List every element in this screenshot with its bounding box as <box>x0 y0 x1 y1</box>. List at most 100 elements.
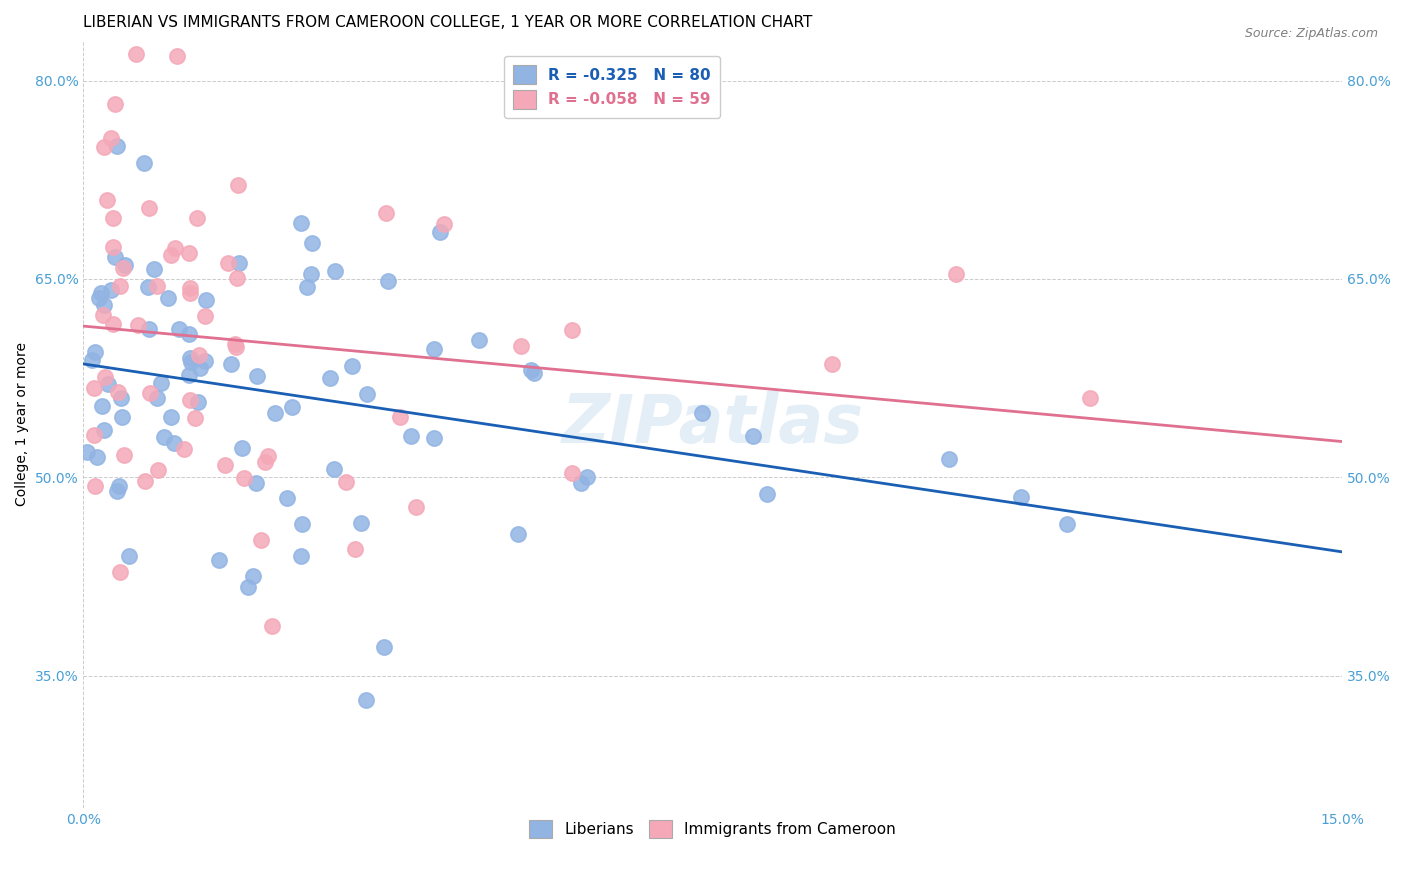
Point <box>188 360 211 375</box>
Point <box>111 409 134 424</box>
Point <box>295 280 318 294</box>
Point <box>228 256 250 270</box>
Point <box>153 430 176 444</box>
Point <box>89 291 111 305</box>
Point <box>93 298 115 312</box>
Legend: Liberians, Immigrants from Cameroon: Liberians, Immigrants from Cameroon <box>522 813 904 847</box>
Point <box>467 333 489 347</box>
Point <box>429 225 451 239</box>
Point <box>118 549 141 563</box>
Point <box>90 286 112 301</box>
Point <box>187 395 209 409</box>
Text: LIBERIAN VS IMMIGRANTS FROM CAMEROON COLLEGE, 1 YEAR OR MORE CORRELATION CHART: LIBERIAN VS IMMIGRANTS FROM CAMEROON COL… <box>83 15 813 30</box>
Point <box>187 348 209 362</box>
Point <box>134 475 156 489</box>
Point <box>742 428 765 442</box>
Point <box>101 211 124 225</box>
Point <box>163 241 186 255</box>
Point <box>91 308 114 322</box>
Point <box>83 381 105 395</box>
Point <box>433 217 456 231</box>
Point <box>100 283 122 297</box>
Point <box>83 428 105 442</box>
Point <box>233 471 256 485</box>
Point <box>107 478 129 492</box>
Point <box>96 193 118 207</box>
Point <box>134 155 156 169</box>
Point <box>343 541 366 556</box>
Point <box>756 487 779 501</box>
Point <box>690 406 713 420</box>
Point <box>245 475 267 490</box>
Point <box>86 450 108 465</box>
Point <box>356 693 378 707</box>
Point <box>208 553 231 567</box>
Point <box>945 268 967 282</box>
Point <box>301 235 323 250</box>
Point <box>104 250 127 264</box>
Point <box>224 337 246 351</box>
Point <box>254 455 277 469</box>
Point <box>146 463 169 477</box>
Point <box>520 363 543 377</box>
Point <box>335 475 357 489</box>
Point <box>377 274 399 288</box>
Point <box>340 359 363 374</box>
Point <box>145 391 167 405</box>
Point <box>250 533 273 548</box>
Point <box>94 369 117 384</box>
Point <box>219 357 242 371</box>
Point <box>510 339 533 353</box>
Point <box>108 566 131 580</box>
Point <box>214 458 236 472</box>
Point <box>290 216 312 230</box>
Point <box>226 178 249 193</box>
Point <box>110 392 132 406</box>
Point <box>319 371 342 385</box>
Point <box>323 264 346 278</box>
Point <box>166 49 188 63</box>
Point <box>104 97 127 112</box>
Point <box>374 206 396 220</box>
Point <box>291 516 314 531</box>
Point <box>423 342 446 356</box>
Point <box>194 353 217 368</box>
Point <box>373 640 395 654</box>
Point <box>179 280 201 294</box>
Point <box>226 271 249 285</box>
Point <box>561 466 583 480</box>
Point <box>225 340 247 354</box>
Point <box>180 355 202 369</box>
Point <box>194 309 217 323</box>
Point <box>112 449 135 463</box>
Point <box>177 327 200 342</box>
Point <box>105 484 128 499</box>
Point <box>83 344 105 359</box>
Point <box>101 317 124 331</box>
Point <box>127 318 149 332</box>
Point <box>114 258 136 272</box>
Point <box>183 411 205 425</box>
Point <box>179 286 201 301</box>
Point <box>246 369 269 384</box>
Point <box>1056 517 1078 532</box>
Text: ZIPatlas: ZIPatlas <box>562 392 863 458</box>
Point <box>160 248 183 262</box>
Point <box>173 442 195 457</box>
Point <box>83 478 105 492</box>
Point <box>242 569 264 583</box>
Point <box>399 429 422 443</box>
Point <box>156 291 179 305</box>
Point <box>938 451 960 466</box>
Point <box>422 431 444 445</box>
Point <box>169 322 191 336</box>
Point <box>101 240 124 254</box>
Point <box>280 401 302 415</box>
Point <box>523 366 546 380</box>
Point <box>405 500 427 514</box>
Point <box>76 444 98 458</box>
Point <box>100 130 122 145</box>
Point <box>356 386 378 401</box>
Point <box>217 256 239 270</box>
Y-axis label: College, 1 year or more: College, 1 year or more <box>15 343 30 507</box>
